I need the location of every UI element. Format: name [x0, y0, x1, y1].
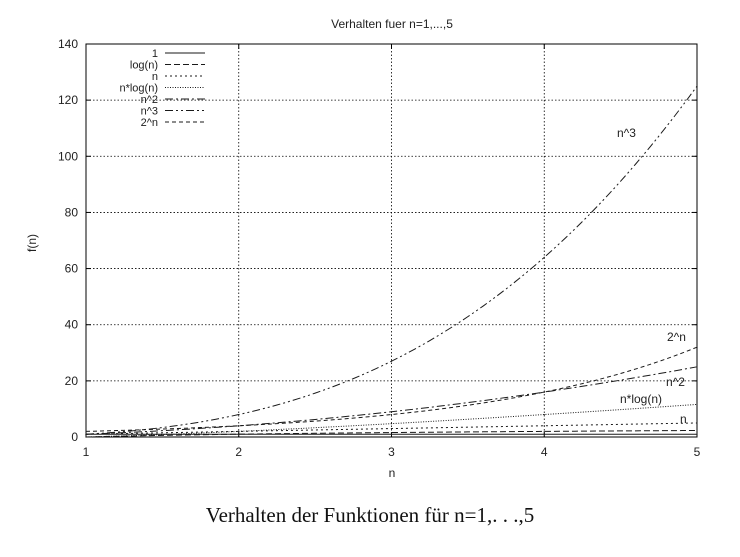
axis-ticks: 1 2 3 4 5 0 20 40 60 80 100 120 140 [58, 37, 701, 459]
y-tick-label: 100 [58, 149, 78, 163]
legend-label-log-n: log(n) [130, 60, 158, 72]
function-growth-chart: Verhalten fuer n=1,...,5 1 2 3 4 50204060801… [25, 17, 701, 480]
data-point-n-pow-2 [390, 411, 393, 413]
data-point-log-n [543, 430, 545, 432]
curve-labels: n n*log(n) n^2 n^3 2^n [617, 126, 687, 426]
y-tick-label: 80 [65, 205, 79, 219]
data-point-2-pow-n [390, 413, 393, 416]
curve-label-2-pow-n: 2^n [667, 330, 686, 344]
data-point-n-pow-3 [238, 413, 240, 416]
data-point-log-n [696, 429, 698, 432]
data-point-n-times-log-n [390, 423, 393, 425]
data-point-n-times-log-n [543, 413, 545, 416]
series-line-n-pow-3 [85, 85, 698, 435]
legend-label-n-pow-3: n^3 [141, 106, 158, 118]
data-point-1 [696, 433, 698, 435]
data-point-n-times-log-n [696, 403, 698, 406]
curve-label-n-pow-3: n^3 [617, 126, 636, 140]
chart-title: Verhalten fuer n=1,...,5 [331, 17, 453, 31]
legend-label-1: 1 [152, 48, 158, 60]
x-tick-label: 2 [235, 445, 242, 459]
series-layer [85, 85, 698, 438]
data-point-n-times-log-n [238, 430, 240, 432]
y-tick-label: 0 [71, 430, 78, 444]
data-point-2-pow-n [696, 346, 698, 348]
data-point-n-times-log-n [85, 436, 87, 438]
legend-label-n-times-log-n: n*log(n) [119, 83, 158, 95]
x-tick-label: 4 [541, 445, 548, 459]
data-point-n-pow-3 [85, 433, 87, 435]
data-point-2-pow-n [543, 391, 545, 393]
y-tick-label: 20 [65, 374, 79, 388]
grid [86, 44, 697, 437]
legend-label-n: n [152, 71, 158, 83]
x-axis-label: n [389, 466, 396, 480]
x-tick-label: 1 [83, 445, 90, 459]
data-point-n-pow-2 [696, 366, 698, 368]
data-point-1 [543, 433, 545, 435]
legend-label-2-pow-n: 2^n [141, 117, 158, 129]
legend-label-n-pow-2: n^2 [141, 94, 158, 106]
x-tick-label: 5 [694, 445, 701, 459]
curve-label-n: n [680, 412, 687, 426]
data-point-n-pow-3 [696, 85, 698, 87]
data-point-log-n [390, 431, 393, 434]
data-point-n-pow-3 [390, 360, 393, 362]
data-point-1 [390, 433, 393, 435]
data-point-log-n [238, 433, 240, 435]
data-point-n [696, 422, 698, 424]
y-tick-label: 40 [65, 318, 79, 332]
y-tick-label: 60 [65, 262, 79, 276]
data-point-n-pow-3 [543, 256, 545, 258]
data-point-2-pow-n [85, 430, 87, 432]
curve-label-n-pow-2: n^2 [666, 375, 685, 389]
y-axis-label: f(n) [25, 234, 39, 252]
y-tick-label: 120 [58, 93, 78, 107]
curve-label-n-times-log-n: n*log(n) [620, 392, 662, 406]
series-line-log-n [85, 429, 698, 438]
series-line-2-pow-n [85, 346, 698, 432]
data-point-n [390, 427, 393, 430]
x-tick-label: 3 [388, 445, 395, 459]
data-point-2-pow-n [238, 425, 240, 427]
data-point-n [543, 425, 545, 427]
figure-caption: Verhalten der Funktionen für n=1,. . .,5 [205, 503, 535, 527]
y-tick-label: 140 [58, 37, 78, 51]
